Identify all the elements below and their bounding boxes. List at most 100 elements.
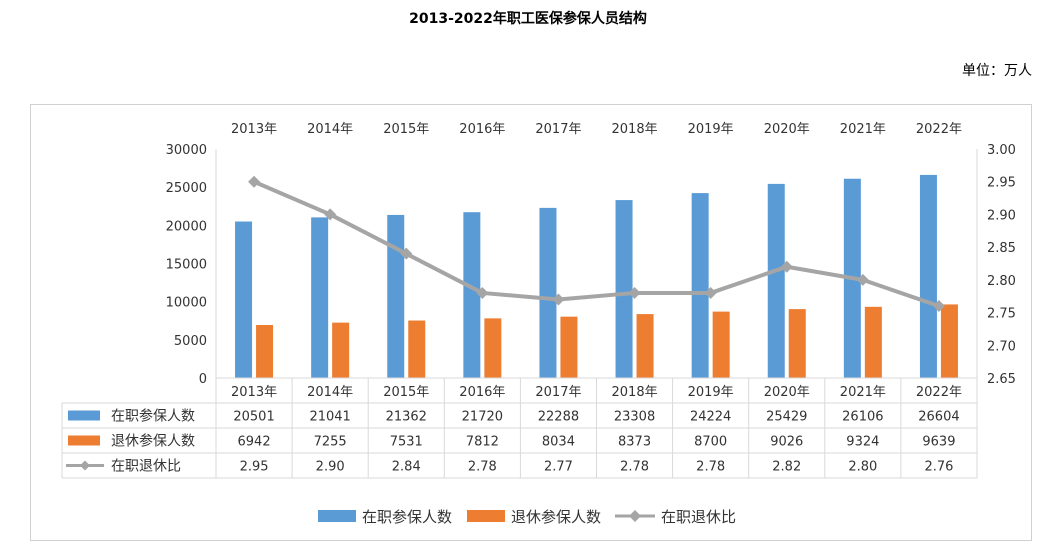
ratio-point bbox=[628, 286, 641, 299]
top-category-label: 2019年 bbox=[688, 122, 734, 137]
ratio-point bbox=[552, 293, 565, 306]
table-legend-key bbox=[68, 410, 100, 421]
right-axis-tick-label: 2.65 bbox=[987, 372, 1016, 387]
top-category-label: 2015年 bbox=[383, 122, 429, 137]
legend-label-retired: 退休参保人数 bbox=[511, 508, 601, 526]
data-label: 26604 bbox=[918, 410, 959, 425]
legend-label-working: 在职参保人数 bbox=[362, 508, 452, 526]
ratio-point bbox=[856, 273, 869, 286]
data-label: 20501 bbox=[233, 410, 274, 425]
left-axis-tick-label: 25000 bbox=[166, 181, 207, 196]
right-axis-tick-label: 2.85 bbox=[987, 241, 1016, 256]
top-category-label: 2016年 bbox=[459, 122, 505, 137]
left-axis-tick-label: 20000 bbox=[166, 219, 207, 234]
data-label: 21041 bbox=[309, 410, 350, 425]
data-label: 2.77 bbox=[544, 460, 573, 475]
table-category-label: 2019年 bbox=[688, 385, 734, 400]
retired-bar bbox=[560, 316, 578, 378]
retired-bar bbox=[256, 325, 274, 378]
retired-bar bbox=[940, 304, 958, 378]
data-label: 9026 bbox=[770, 435, 803, 450]
data-label: 2.82 bbox=[772, 460, 801, 475]
top-category-label: 2020年 bbox=[764, 122, 810, 137]
legend-key-working bbox=[318, 510, 356, 522]
data-label: 25429 bbox=[766, 410, 807, 425]
table-category-label: 2018年 bbox=[612, 385, 658, 400]
data-label: 23308 bbox=[614, 410, 655, 425]
retired-bar bbox=[864, 306, 882, 378]
legend-key-ratio-marker bbox=[629, 510, 641, 522]
top-category-label: 2021年 bbox=[840, 122, 886, 137]
table-category-label: 2020年 bbox=[764, 385, 810, 400]
retired-bar bbox=[332, 322, 350, 378]
table-category-label: 2016年 bbox=[459, 385, 505, 400]
right-axis-tick-label: 2.75 bbox=[987, 307, 1016, 322]
table-category-label: 2022年 bbox=[916, 385, 962, 400]
data-label: 2.80 bbox=[848, 460, 877, 475]
right-axis-tick-label: 2.80 bbox=[987, 274, 1016, 289]
ratio-point bbox=[476, 286, 489, 299]
ratio-line bbox=[253, 179, 940, 308]
data-label: 2.90 bbox=[316, 460, 345, 475]
data-label: 8373 bbox=[618, 435, 651, 450]
data-label: 9324 bbox=[846, 435, 879, 450]
working-bar bbox=[767, 183, 785, 378]
right-axis-tick-label: 2.90 bbox=[987, 208, 1016, 223]
table-legend-key bbox=[68, 435, 100, 446]
data-label: 2.78 bbox=[696, 460, 725, 475]
retired-bar bbox=[636, 314, 654, 378]
chart-frame bbox=[30, 104, 1032, 541]
data-label: 6942 bbox=[238, 435, 271, 450]
left-axis-tick-label: 15000 bbox=[166, 258, 207, 273]
top-category-label: 2017年 bbox=[535, 122, 581, 137]
working-bar bbox=[463, 212, 481, 378]
table-category-label: 2017年 bbox=[535, 385, 581, 400]
right-axis-tick-label: 2.95 bbox=[987, 176, 1016, 191]
retired-bar bbox=[484, 318, 502, 378]
data-label: 2.78 bbox=[620, 460, 649, 475]
data-label: 2.95 bbox=[240, 460, 269, 475]
data-label: 8700 bbox=[694, 435, 727, 450]
data-label: 7531 bbox=[390, 435, 423, 450]
ratio-point bbox=[248, 175, 261, 188]
left-axis-tick-label: 5000 bbox=[174, 334, 207, 349]
left-axis-tick-label: 30000 bbox=[166, 143, 207, 158]
retired-bar bbox=[712, 311, 730, 378]
working-bar bbox=[691, 193, 709, 378]
data-label: 7255 bbox=[314, 435, 347, 450]
top-category-label: 2018年 bbox=[612, 122, 658, 137]
unit-label: 单位：万人 bbox=[962, 63, 1032, 79]
top-category-label: 2022年 bbox=[916, 122, 962, 137]
data-label: 2.76 bbox=[924, 460, 953, 475]
table-legend-key-marker bbox=[80, 460, 90, 471]
legend-label-ratio: 在职退休比 bbox=[661, 508, 736, 526]
data-label: 21720 bbox=[462, 410, 503, 425]
ratio-point bbox=[932, 300, 945, 313]
data-label: 26106 bbox=[842, 410, 883, 425]
working-bar bbox=[235, 221, 253, 378]
working-bar bbox=[387, 214, 405, 378]
data-label: 9639 bbox=[922, 435, 955, 450]
table-series-name: 退休参保人数 bbox=[111, 433, 195, 450]
data-label: 24224 bbox=[690, 410, 731, 425]
retired-bar bbox=[788, 309, 806, 378]
data-label: 2.84 bbox=[392, 460, 421, 475]
data-label: 2.78 bbox=[468, 460, 497, 475]
working-bar bbox=[311, 217, 329, 378]
legend-key-retired bbox=[467, 510, 505, 522]
table-series-name: 在职退休比 bbox=[111, 459, 181, 475]
top-category-label: 2013年 bbox=[231, 122, 277, 137]
working-bar bbox=[615, 200, 633, 378]
right-axis-tick-label: 2.70 bbox=[987, 339, 1016, 354]
data-label: 22288 bbox=[538, 410, 579, 425]
left-axis-tick-label: 0 bbox=[199, 372, 207, 387]
retired-bar bbox=[408, 320, 426, 378]
table-category-label: 2021年 bbox=[840, 385, 886, 400]
ratio-point bbox=[324, 208, 337, 221]
chart-title: 2013-2022年职工医保参保人员结构 bbox=[409, 11, 647, 27]
data-label: 21362 bbox=[386, 410, 427, 425]
table-category-label: 2013年 bbox=[231, 385, 277, 400]
table-category-label: 2014年 bbox=[307, 385, 353, 400]
table-series-name: 在职参保人数 bbox=[111, 408, 195, 425]
